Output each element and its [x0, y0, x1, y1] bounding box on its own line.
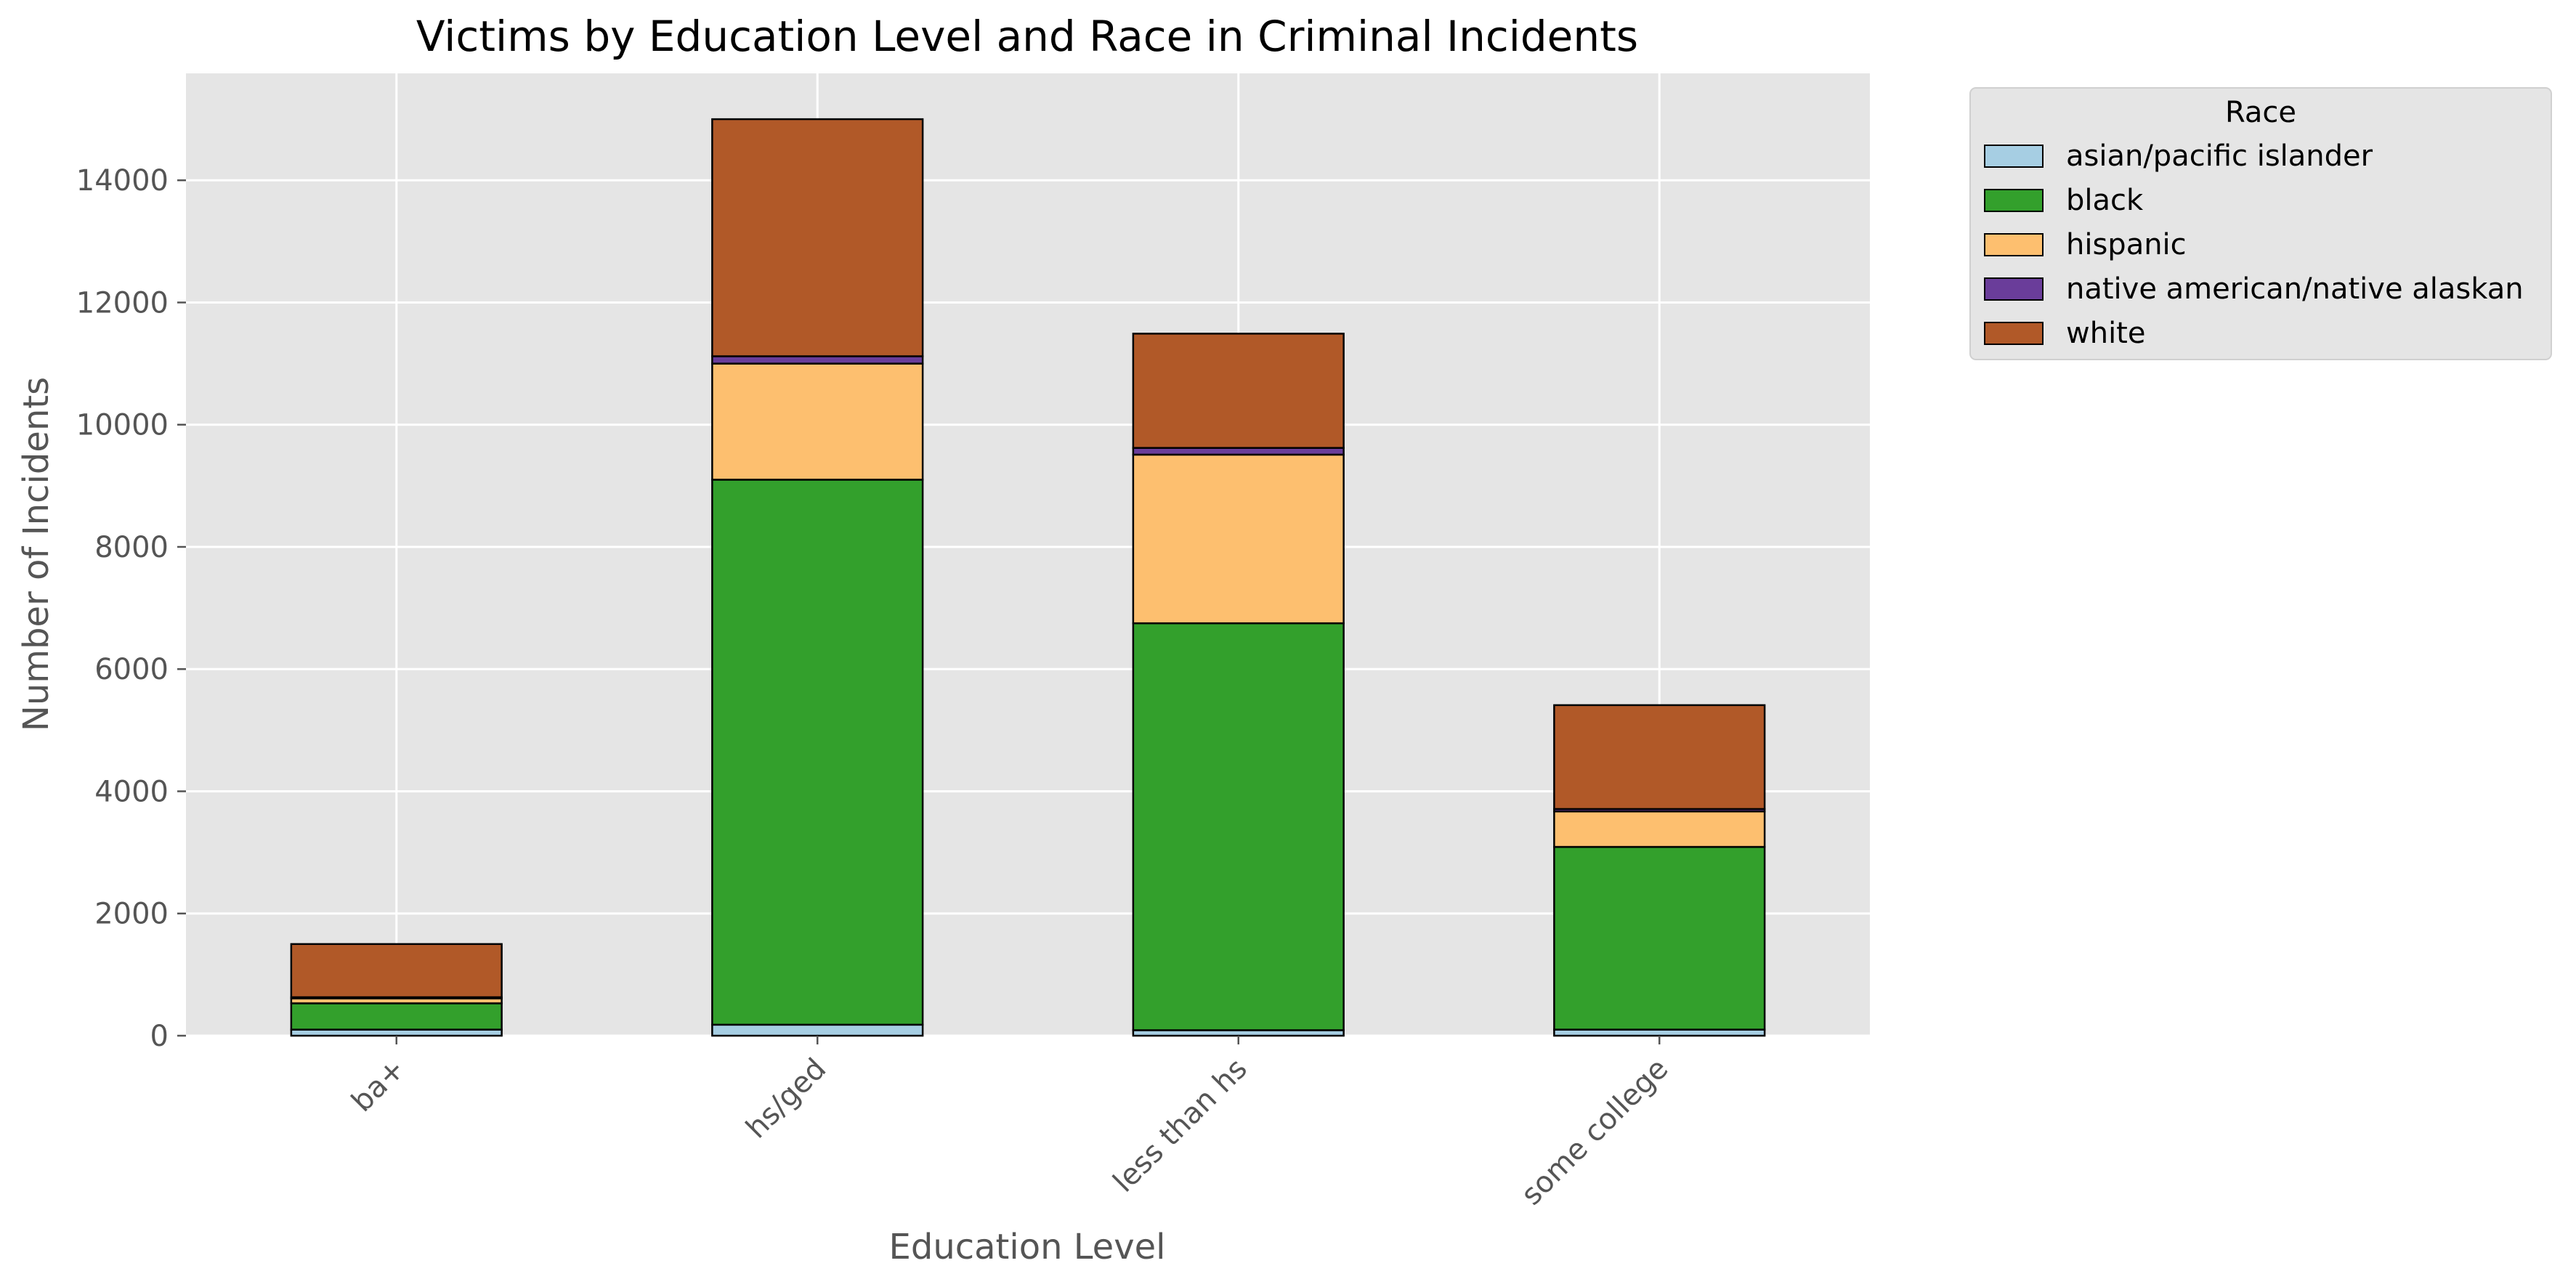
- bar-segment: [711, 362, 924, 481]
- bar-segment: [1553, 811, 1766, 848]
- legend-entry: hispanic: [2066, 228, 2187, 261]
- legend: Race asian/pacific islander black hispanic…: [1969, 87, 2552, 360]
- bar-segment: [711, 118, 924, 357]
- x-axis-label: Education Level: [889, 1227, 1166, 1267]
- y-axis-label: Number of Incidents: [16, 377, 57, 731]
- y-tick-label: 4000: [94, 775, 169, 808]
- legend-title: Race: [2225, 96, 2296, 129]
- x-tick-label: hs/ged: [740, 1052, 833, 1145]
- legend-frame: [1969, 87, 2552, 360]
- legend-entry: black: [2066, 184, 2144, 217]
- y-tick-label: 2000: [94, 898, 169, 931]
- x-tick-label: ba+: [345, 1052, 412, 1119]
- legend-entry: asian/pacific islander: [2066, 139, 2373, 173]
- bar-segment: [1132, 333, 1345, 449]
- legend-swatch: [1984, 322, 2044, 345]
- y-axis: 0 2000 4000 6000 8000 10000 12000 14000: [76, 164, 186, 1053]
- bar-segment: [1553, 704, 1766, 811]
- bar-segment: [1132, 453, 1345, 625]
- x-axis: ba+ hs/ged less than hs some college: [345, 1036, 1674, 1211]
- y-tick-label: 6000: [94, 653, 169, 686]
- legend-swatch: [1984, 145, 2044, 168]
- y-tick-label: 14000: [76, 164, 169, 198]
- y-tick-label: 8000: [94, 531, 169, 564]
- y-tick-label: 10000: [76, 409, 169, 442]
- legend-swatch: [1984, 233, 2044, 256]
- bar-segment: [711, 1023, 924, 1037]
- y-tick-label: 0: [150, 1020, 169, 1053]
- bar-segment: [290, 943, 503, 999]
- legend-swatch: [1984, 277, 2044, 301]
- bar-segment: [1132, 622, 1345, 1031]
- chart-title: Victims by Education Level and Race in C…: [416, 12, 1638, 61]
- bar-segment: [1553, 845, 1766, 1031]
- bar-segment: [1132, 447, 1345, 456]
- bar-segment: [1553, 1028, 1766, 1037]
- y-tick-label: 12000: [76, 286, 169, 320]
- bars: [290, 118, 1766, 1037]
- legend-entry: native american/native alaskan: [2066, 272, 2524, 306]
- x-tick-label: less than hs: [1107, 1052, 1254, 1199]
- bar-segment: [290, 1028, 503, 1037]
- legend-entry: white: [2066, 317, 2145, 350]
- bar-segment: [290, 1002, 503, 1031]
- legend-swatch: [1984, 189, 2044, 212]
- bar-segment: [711, 355, 924, 365]
- bar-segment: [711, 479, 924, 1026]
- x-tick-label: some college: [1515, 1052, 1674, 1212]
